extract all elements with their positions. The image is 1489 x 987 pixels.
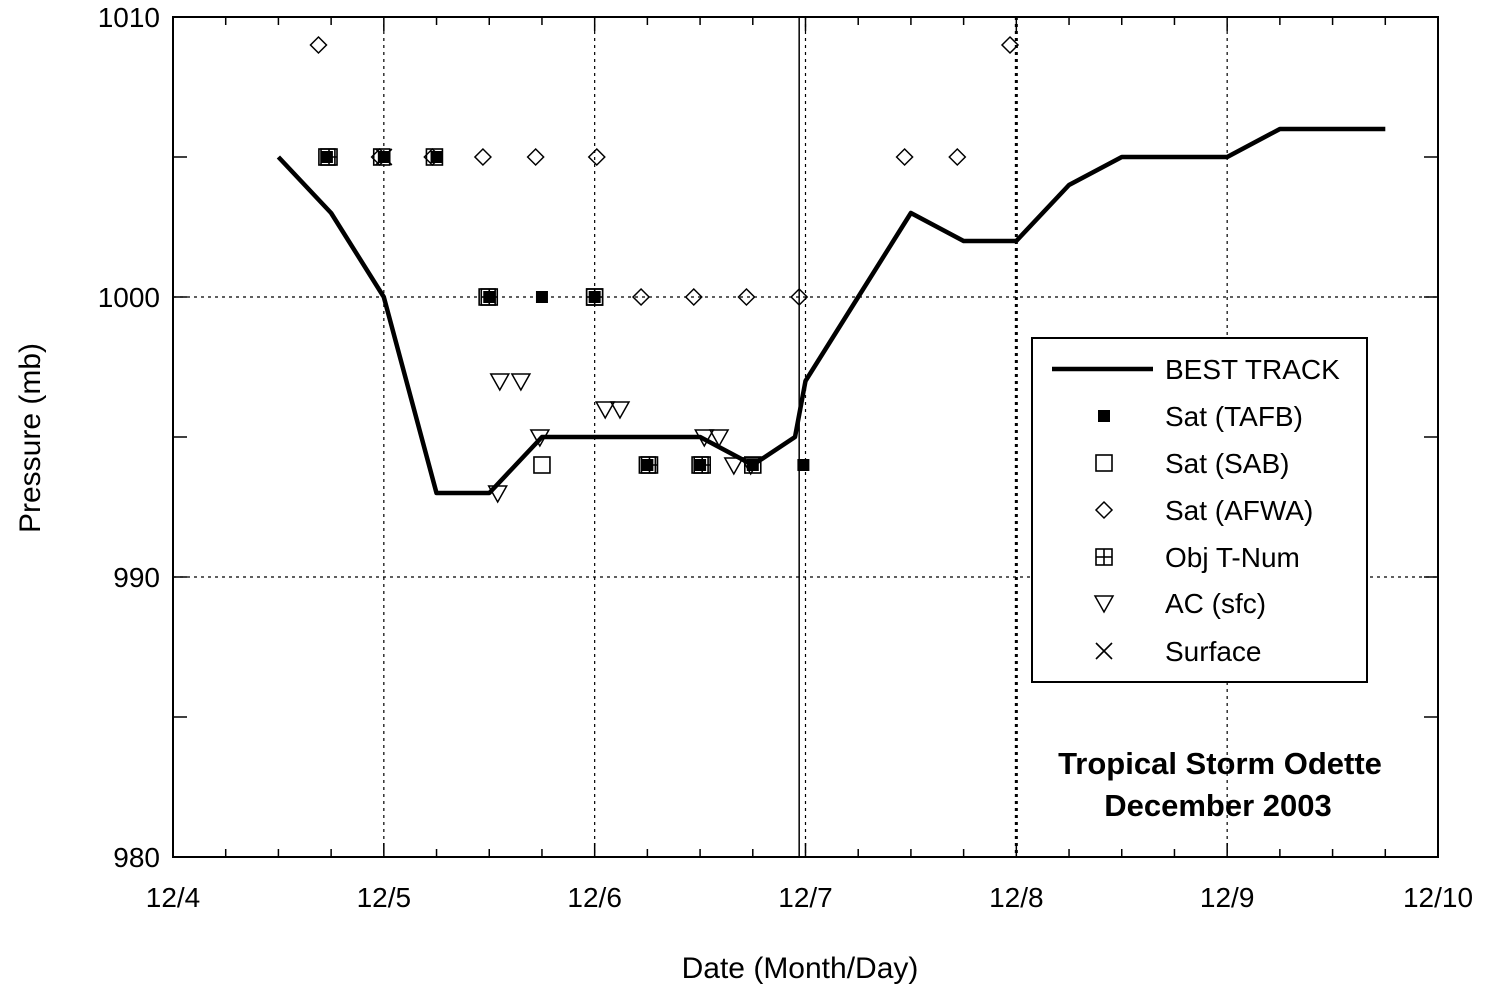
data-point-sat-afwa (370, 147, 389, 167)
legend-swatch-sat-tafb (1098, 410, 1110, 422)
legend-swatch-surface (1095, 642, 1113, 660)
data-point-sat-tafb (797, 459, 810, 471)
data-point-ac-sfc (529, 429, 551, 448)
observation-markers (309, 35, 1020, 504)
annotation-subtitle: December 2003 (1104, 788, 1332, 823)
legend-label-sat-afwa: Sat (AFWA) (1165, 495, 1313, 526)
data-point-sat-afwa (423, 147, 442, 167)
x-tick-label: 12/7 (778, 882, 833, 913)
legend-label-obj-t-num: Obj T-Num (1165, 542, 1300, 573)
data-point-sat-sab (372, 148, 391, 166)
legend-swatch-sat-afwa (1094, 500, 1114, 520)
legend-swatch-ac-sfc (1093, 595, 1115, 614)
y-tick-labels: 980 990 1000 1010 (98, 2, 160, 873)
data-point-obj-t-num (585, 288, 604, 306)
data-point-ac-sfc (487, 485, 508, 504)
legend-label-surface: Surface (1165, 636, 1262, 667)
data-point-sat-afwa (473, 147, 492, 167)
data-point-sat-afwa (309, 35, 328, 55)
x-tick-label: 12/5 (357, 882, 412, 913)
legend-label-best-track: BEST TRACK (1165, 354, 1340, 385)
x-tick-label: 12/8 (989, 882, 1044, 913)
data-point-ac-sfc (594, 401, 616, 420)
data-point-sat-tafb (430, 151, 443, 163)
x-tick-labels: 12/4 12/5 12/6 12/7 12/8 12/9 12/10 (146, 882, 1473, 913)
x-tick-label: 12/10 (1403, 882, 1473, 913)
legend-box (1031, 337, 1368, 683)
data-point-sat-tafb (746, 459, 759, 471)
data-point-sat-afwa (684, 287, 703, 307)
data-point-ac-sfc (489, 373, 511, 392)
data-point-sat-afwa (895, 147, 914, 167)
data-point-obj-t-num (480, 288, 499, 306)
data-point-obj-t-num (320, 148, 338, 166)
legend-swatch-obj-t-num (1095, 548, 1113, 566)
y-tick-label: 990 (113, 562, 160, 593)
data-point-sat-afwa (631, 287, 651, 307)
data-point-sat-sab (533, 456, 551, 474)
data-point-sat-afwa (1000, 35, 1020, 55)
y-tick-label: 1010 (98, 2, 160, 33)
data-point-ac-sfc (694, 429, 715, 448)
data-point-ac-sfc (609, 401, 631, 420)
data-point-surface (375, 148, 393, 166)
data-point-ac-sfc (708, 429, 730, 448)
x-tick-label: 12/4 (146, 882, 201, 913)
data-point-sat-afwa (587, 147, 606, 167)
legend-swatch-sat-sab (1095, 454, 1113, 472)
chart-annotation: Tropical Storm Odette December 2003 (1058, 746, 1382, 823)
data-point-ac-sfc (510, 373, 532, 392)
annotation-title: Tropical Storm Odette (1058, 746, 1382, 781)
best-track-layer (276, 126, 1386, 496)
data-point-ac-sfc (740, 457, 761, 476)
data-point-sat-afwa (737, 287, 756, 307)
series-line-best-track (276, 126, 1386, 496)
y-tick-label: 980 (113, 842, 160, 873)
data-point-sat-sab (425, 148, 444, 166)
y-axis-title: Pressure (mb) (14, 343, 47, 533)
legend: BEST TRACK Sat (TAFB) Sat (SAB) Sat (AFWA) O… (1031, 337, 1368, 683)
data-point-sat-afwa (790, 287, 809, 307)
legend-label-sat-sab: Sat (SAB) (1165, 448, 1289, 479)
x-tick-label: 12/9 (1200, 882, 1255, 913)
x-tick-label: 12/6 (567, 882, 622, 913)
data-point-sat-tafb (535, 291, 548, 303)
x-axis-title: Date (Month/Day) (682, 952, 919, 985)
axis-ticks (172, 16, 1439, 858)
y-tick-label: 1000 (98, 282, 160, 313)
data-point-obj-t-num (693, 456, 711, 474)
data-point-sat-afwa (948, 147, 967, 167)
vertical-reference-lines (798, 17, 1018, 857)
data-point-obj-t-num (640, 456, 659, 474)
legend-label-sat-tafb: Sat (TAFB) (1165, 401, 1303, 432)
data-point-sat-afwa (526, 147, 545, 167)
legend-label-ac-sfc: AC (sfc) (1165, 588, 1266, 619)
data-point-ac-sfc (723, 457, 745, 476)
